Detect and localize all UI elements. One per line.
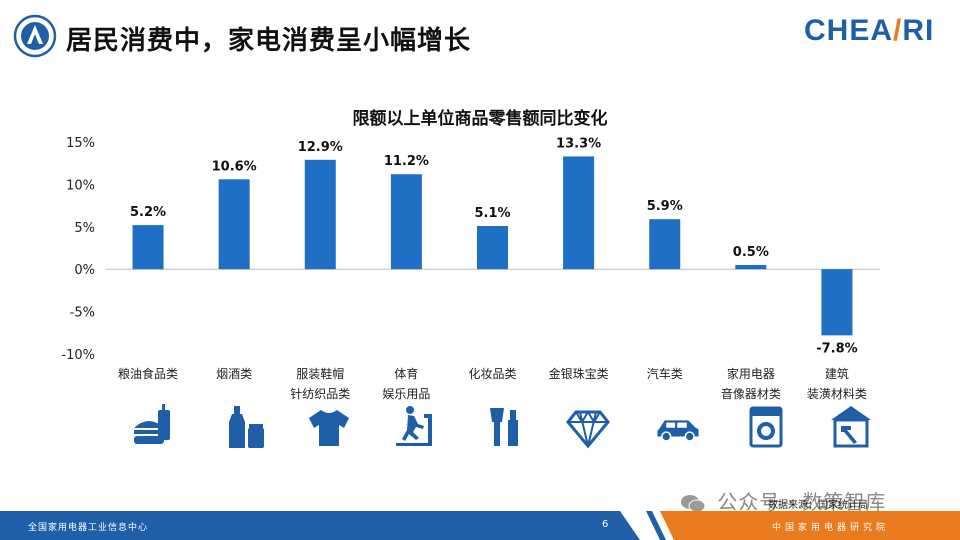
category-label: 娱乐用品 <box>382 387 430 401</box>
category-label: 粮油食品类 <box>118 366 178 381</box>
footer-left-band <box>0 511 640 540</box>
y-tick-label: 10% <box>66 178 95 193</box>
bar <box>304 159 336 270</box>
footer-right-text: 中国家用电器研究院 <box>772 523 890 533</box>
fast-food-icon <box>134 404 170 444</box>
category-label: 建筑 <box>825 366 849 381</box>
footer-left-text: 全国家用电器工业信息中心 <box>28 523 149 533</box>
treadmill-icon <box>396 406 432 446</box>
data-label: 11.2% <box>384 154 429 169</box>
data-label: 5.1% <box>474 206 510 221</box>
category-label: 化妆品类 <box>468 367 516 381</box>
data-source: 数据来源：国家统计局 <box>768 500 868 511</box>
category-label: 体育 <box>394 366 418 381</box>
tshirt-icon <box>309 410 349 446</box>
bar <box>218 179 250 270</box>
watermark-text: 公众号 · 数策智库 <box>717 490 887 514</box>
y-tick-label: 5% <box>74 221 95 236</box>
y-tick-label: -10% <box>61 348 95 363</box>
bar-chart: 15% 10% 5% 0% -5% -10% 5.2% 粮油食品类 10.6% 烟酒类 12.9% 服… <box>61 136 880 401</box>
bar <box>390 174 422 270</box>
page-number: 6 <box>602 519 609 530</box>
data-label: 10.6% <box>212 159 257 174</box>
bar <box>132 225 164 270</box>
category-label: 金银珠宝类 <box>549 366 609 381</box>
category-label: 针纺织品类 <box>290 386 350 401</box>
data-label: -7.8% <box>816 341 857 356</box>
page-title: 居民消费中，家电消费呈小幅增长 <box>66 26 472 56</box>
liquor-bottle-icon <box>229 406 264 448</box>
bar <box>649 219 681 270</box>
y-tick-label: 0% <box>74 263 95 278</box>
chart-title: 限额以上单位商品零售额同比变化 <box>352 109 608 129</box>
car-icon <box>657 420 699 442</box>
washing-machine-icon <box>749 406 783 448</box>
data-label: 5.9% <box>647 199 683 214</box>
bar <box>735 264 767 270</box>
data-label: 0.5% <box>733 245 769 260</box>
data-label: 5.2% <box>130 205 166 220</box>
bar <box>563 156 595 270</box>
category-label: 装潢材料类 <box>807 387 867 401</box>
bar <box>821 269 853 336</box>
header: 居民消费中，家电消费呈小幅增长 CHEA/RI <box>0 0 960 64</box>
category-label: 烟酒类 <box>216 367 252 381</box>
data-label: 13.3% <box>556 136 601 151</box>
footer: 全国家用电器工业信息中心 6 中国家用电器研究院 <box>0 511 960 540</box>
cosmetics-icon <box>490 408 518 446</box>
category-label: 音像器材类 <box>721 386 781 401</box>
house-tools-icon <box>831 406 871 448</box>
category-label: 服装鞋帽 <box>296 366 344 381</box>
category-label: 汽车类 <box>647 366 683 381</box>
category-label: 家用电器 <box>727 366 775 381</box>
y-tick-label: -5% <box>70 306 95 321</box>
y-tick-label: 15% <box>66 136 95 151</box>
footer-right-band <box>660 511 960 540</box>
center-emblem-logo <box>13 14 57 58</box>
data-label: 12.9% <box>298 140 343 155</box>
wechat-watermark: 公众号 · 数策智库 <box>680 486 886 515</box>
diamond-icon <box>566 410 610 449</box>
cheari-brand-logo: CHEA/RI <box>804 14 935 47</box>
bar <box>477 225 508 270</box>
